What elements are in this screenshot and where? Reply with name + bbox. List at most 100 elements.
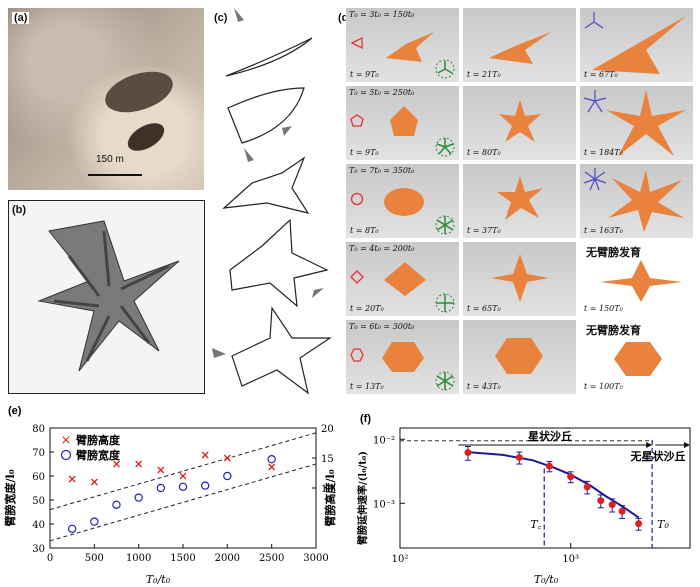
legend-marker-x: × <box>61 433 72 448</box>
x-axis-label: T₀/t₀ <box>146 573 171 586</box>
row-header: T₀ = 3t₀ = 150t₀ <box>349 10 415 19</box>
square-icon <box>350 270 364 284</box>
dune-shape <box>390 106 418 136</box>
dune-trough <box>100 64 178 120</box>
label-c: (c) <box>214 12 228 24</box>
height-point <box>157 466 165 474</box>
width-point <box>90 517 99 526</box>
data-point <box>545 462 553 470</box>
time-label: t = 9T₀ <box>350 148 379 157</box>
width-point <box>134 493 143 502</box>
height-point <box>179 472 187 480</box>
time-label: t = 43T₀ <box>467 382 501 391</box>
height-point <box>135 460 143 468</box>
dune-shape <box>606 90 686 156</box>
data-point <box>635 520 643 528</box>
height-point <box>223 454 231 462</box>
no-arm-label: 无臂膀发育 <box>586 246 641 259</box>
sim-cell-r3-c3: t = 163T₀ <box>580 164 693 238</box>
dune-shape <box>386 32 434 62</box>
time-label: t = 8T₀ <box>350 226 379 235</box>
x-tick-label: 1500 <box>170 553 195 564</box>
row-header: T₀ = 4t₀ = 200t₀ <box>349 244 415 253</box>
data-point <box>618 507 626 515</box>
wind-rose-icon <box>435 371 455 391</box>
schematic-arm-growth <box>212 8 340 398</box>
data-point <box>597 497 605 505</box>
height-point <box>68 475 76 483</box>
data-point <box>567 473 575 481</box>
sim-cell-r4-c1: T₀ = 4t₀ = 200t₀ t = 20T₀ <box>346 242 459 316</box>
sim-cell-r5-c2: t = 43T₀ <box>463 320 576 394</box>
time-label: t = 37T₀ <box>467 226 501 235</box>
x-tick-label: 3000 <box>303 553 328 564</box>
label-e: (e) <box>8 405 22 417</box>
time-label: t = 100T₀ <box>584 382 623 391</box>
arrow-head <box>646 442 653 448</box>
sim-cell-r1-c1: T₀ = 3t₀ = 150t₀ t = 9T₀ <box>346 8 459 82</box>
simulation-grid: (d) T₀ = 3t₀ = 150t₀ t = 9T₀ t = 21T₀ t … <box>338 8 693 398</box>
y-axis-left-label: 臂膀宽度/l₀ <box>3 469 17 526</box>
y-tick-label-right: 15 <box>321 454 334 465</box>
label-a: (a) <box>12 12 30 24</box>
width-point <box>67 524 77 534</box>
wind-directions-icon <box>584 12 604 29</box>
y-tick-label-left: 30 <box>32 544 45 555</box>
legend: × 臂膀高度 臂膀宽度 <box>61 433 121 462</box>
wind-rose-icon <box>435 215 455 235</box>
time-label: t = 13T₀ <box>350 382 384 391</box>
data-point <box>583 483 591 491</box>
dune-shape <box>382 342 424 372</box>
width-point <box>112 500 121 510</box>
region-no-star-dunes: 无星状沙丘 <box>630 449 686 463</box>
label-f: (f) <box>360 413 371 425</box>
height-point <box>90 478 98 486</box>
time-label: t = 163T₀ <box>584 226 623 235</box>
height-point <box>113 460 120 468</box>
y-tick-label-left: 80 <box>32 424 45 435</box>
x-tick-label: 0 <box>47 553 53 564</box>
no-arm-label: 无臂膀发育 <box>586 324 641 337</box>
x-tick-label: 10³ <box>562 554 579 565</box>
y-tick-label-left: 60 <box>32 472 45 483</box>
width-point <box>223 471 232 481</box>
dune-trough-shadow <box>123 117 169 157</box>
width-point <box>267 455 276 464</box>
height-point <box>201 451 209 459</box>
dune-shape <box>489 32 551 64</box>
x-tick-label: 1000 <box>126 553 151 564</box>
sim-cell-r2-c2: t = 80T₀ <box>463 86 576 160</box>
time-label: t = 67T₀ <box>584 70 618 79</box>
x-tick-label: 2000 <box>215 553 240 564</box>
dune-shape <box>384 262 426 296</box>
dune-shape <box>384 188 424 216</box>
scale-bar-label: 150 m <box>96 154 124 165</box>
dune-shape <box>497 176 543 220</box>
y-tick-label: 10⁻² <box>373 435 395 446</box>
chart-arm-width-height: (e) 0 500 1000 1500 2000 2500 3000 30 40 50 60 70 80… <box>3 405 337 586</box>
sim-cell-r1-c2: t = 21T₀ <box>463 8 576 82</box>
sim-cell-r1-c3: t = 67T₀ <box>580 8 693 82</box>
y-axis-label: 臂膀延伸速率/(l₀/t₀) <box>356 451 369 545</box>
dune-shape <box>592 16 686 74</box>
t0-label: T₀ <box>657 518 669 531</box>
legend-height: 臂膀高度 <box>76 433 121 447</box>
dune-shape <box>499 100 541 142</box>
row-header: T₀ = 5t₀ = 250t₀ <box>349 88 415 97</box>
wind-rose-icon <box>435 293 455 313</box>
legend-width: 臂膀宽度 <box>76 448 121 462</box>
legend-marker-circle <box>60 449 72 461</box>
y-tick-label-left: 40 <box>32 520 45 531</box>
sim-cell-r2-c1: T₀ = 5t₀ = 250t₀ t = 9T₀ <box>346 86 459 160</box>
y-tick-label-right: 20 <box>321 424 334 435</box>
x-tick-label: 500 <box>85 553 104 564</box>
heptagon-icon <box>350 192 364 206</box>
dune-shape <box>495 338 543 374</box>
sim-cell-r4-c2: t = 65T₀ <box>463 242 576 316</box>
width-point <box>200 481 210 490</box>
width-point <box>178 482 188 492</box>
sim-cell-r5-c3: 无臂膀发育 t = 100T₀ <box>580 320 693 394</box>
sim-cell-r3-c1: T₀ = 7t₀ = 350t₀ t = 8T₀ <box>346 164 459 238</box>
wind-rose-icon <box>435 137 455 157</box>
chart-arm-extension-rate: (f) 10² 10³ 10⁻² 10⁻³ T꜀ T₀ T₀/t₀ 臂膀延伸速率/(l₀… <box>356 413 691 586</box>
